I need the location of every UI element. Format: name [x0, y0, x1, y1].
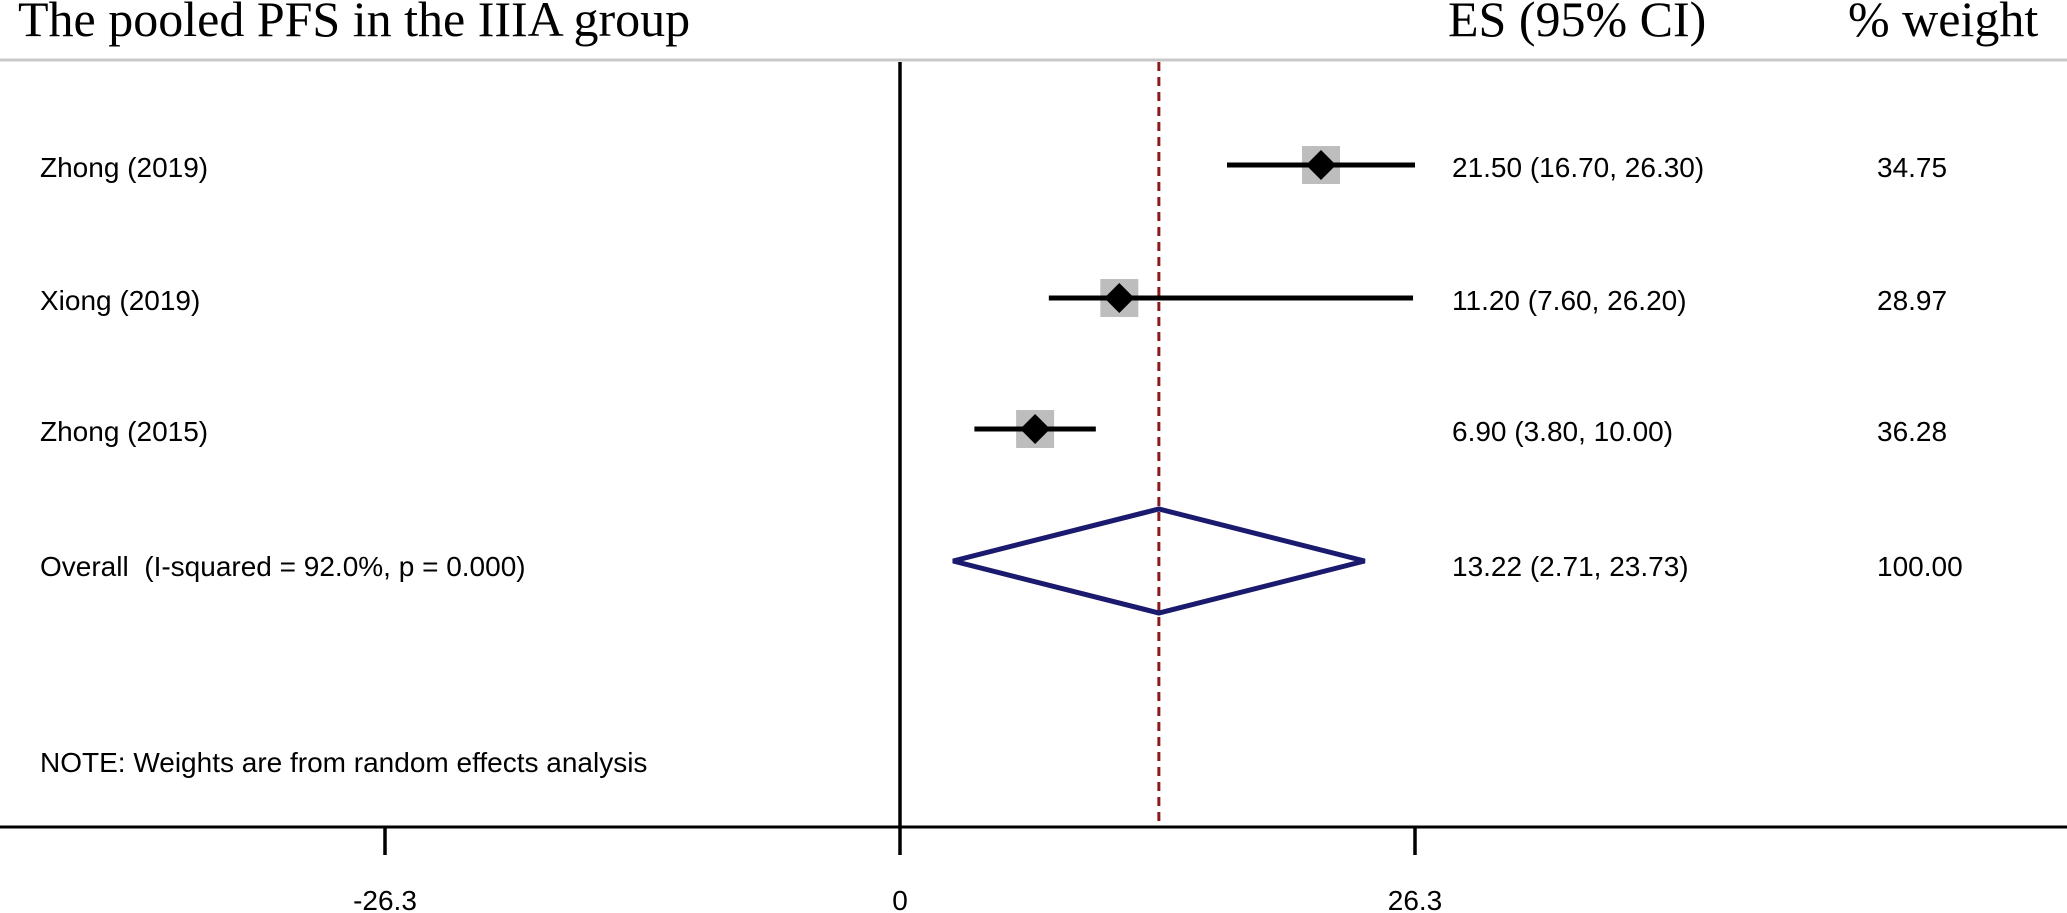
weights-note: NOTE: Weights are from random effects an… — [40, 747, 647, 778]
point-estimate — [1306, 150, 1337, 180]
x-tick-label: 26.3 — [1388, 885, 1443, 913]
study-weight-3: 36.28 — [1877, 416, 1947, 447]
weight-column-header: % weight — [1848, 0, 2038, 47]
study-label-2: Xiong (2019) — [40, 285, 200, 316]
overall-weight: 100.00 — [1877, 551, 1963, 582]
overall-diamond — [952, 506, 1366, 616]
plot-title: The pooled PFS in the IIIA group — [18, 0, 690, 47]
plot-marks — [0, 62, 2067, 855]
study-weight-2: 28.97 — [1877, 285, 1947, 316]
study-es-3: 6.90 (3.80, 10.00) — [1452, 416, 1673, 447]
study-label-3: Zhong (2015) — [40, 416, 208, 447]
study-weight-1: 34.75 — [1877, 152, 1947, 183]
point-estimate — [1104, 283, 1135, 313]
overall-label: Overall (I-squared = 92.0%, p = 0.000) — [40, 551, 526, 582]
study-label-1: Zhong (2019) — [40, 152, 208, 183]
x-tick-label: 0 — [892, 885, 908, 913]
study-es-1: 21.50 (16.70, 26.30) — [1452, 152, 1704, 183]
overall-es: 13.22 (2.71, 23.73) — [1452, 551, 1689, 582]
x-tick-label: -26.3 — [353, 885, 417, 913]
study-es-2: 11.20 (7.60, 26.20) — [1452, 285, 1687, 316]
point-estimate — [1020, 414, 1051, 444]
es-column-header: ES (95% CI) — [1448, 0, 1706, 47]
